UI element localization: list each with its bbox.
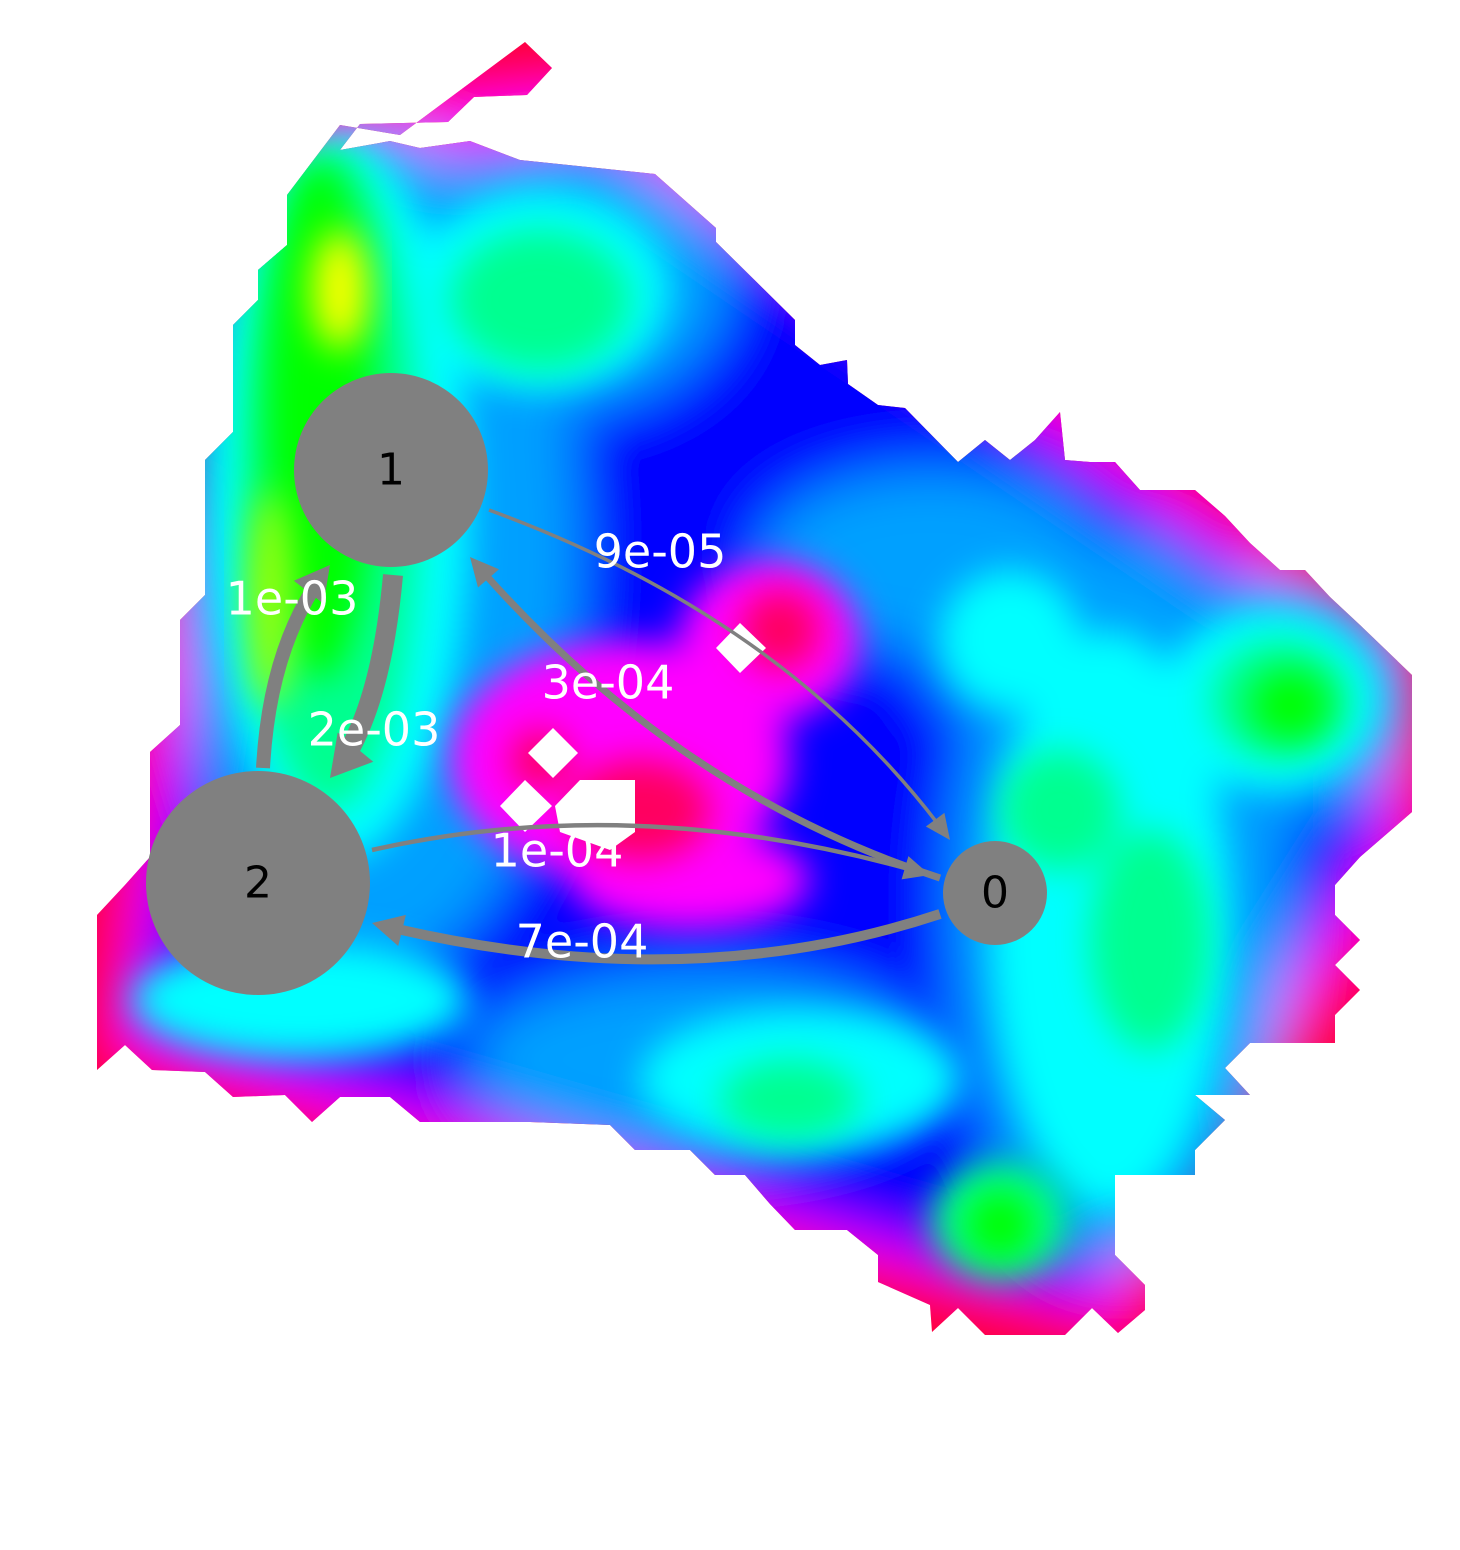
edge-1-to-0: [488, 508, 952, 842]
edge-rate-labels: 9e-05 3e-04 1e-03 2e-03 1e-04 7e-04: [226, 525, 727, 969]
edge-arrowhead: [330, 732, 374, 778]
transition-edges: [256, 508, 952, 965]
edge-arrowhead: [901, 856, 930, 880]
empty-bins: [500, 623, 766, 850]
edge-line: [467, 554, 942, 882]
edge-line: [322, 574, 403, 785]
edge-label-0-to-2: 7e-04: [516, 915, 649, 969]
edge-label-2-to-0: 1e-04: [491, 824, 624, 878]
edge-line: [370, 909, 942, 965]
edge-arrowhead: [372, 914, 406, 946]
node-1: 1: [294, 373, 488, 567]
node-label: 1: [377, 445, 405, 496]
edge-label-0-to-1: 3e-04: [542, 656, 675, 710]
edge-label-1-to-0: 9e-05: [594, 525, 727, 579]
edge-2-to-1: [256, 560, 336, 769]
node-circle: [146, 771, 370, 995]
node-label: 2: [244, 858, 272, 909]
edge-line: [256, 560, 336, 769]
edge-1-to-2: [322, 574, 403, 785]
node-0: 0: [943, 841, 1047, 945]
node-circle: [294, 373, 488, 567]
node-circle: [943, 841, 1047, 945]
edge-line: [371, 822, 931, 878]
edge-line: [488, 508, 952, 842]
edge-arrowhead: [925, 812, 950, 840]
edge-0-to-2: [370, 909, 942, 965]
edge-arrowhead: [293, 565, 330, 604]
edge-arrowhead: [470, 557, 499, 588]
node-label: 0: [981, 868, 1009, 919]
edge-label-2-to-1: 1e-03: [226, 572, 359, 626]
state-nodes: 0 1 2: [146, 373, 1047, 995]
edge-2-to-0: [371, 822, 931, 880]
edge-label-1-to-2: 2e-03: [308, 703, 441, 757]
edge-0-to-1: [467, 554, 942, 882]
node-2: 2: [146, 771, 370, 995]
